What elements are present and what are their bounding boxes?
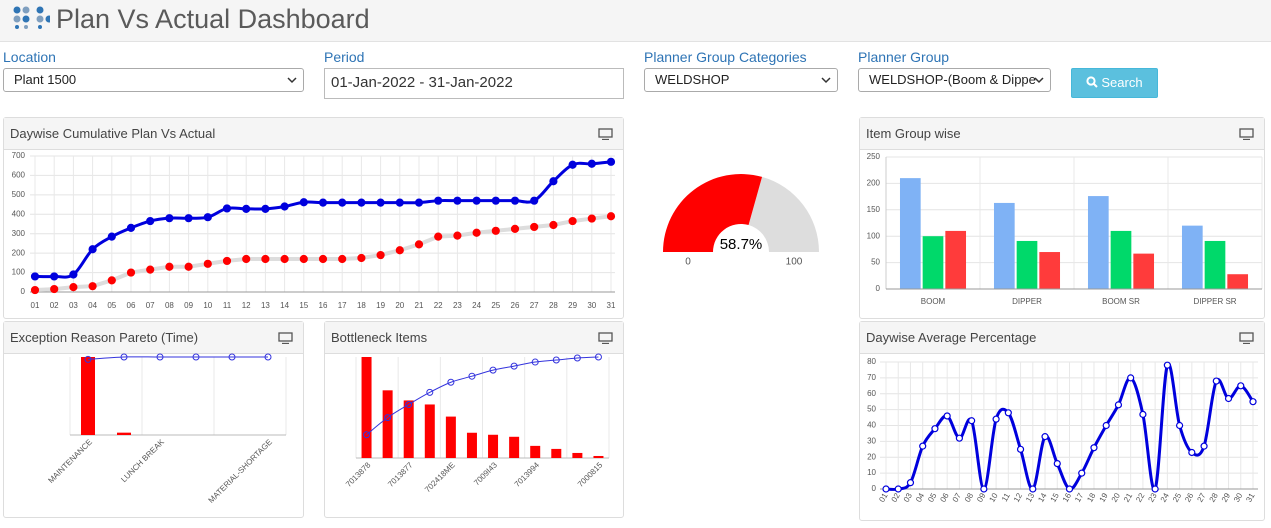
logo [13,6,50,29]
select-value: WELDSHOP [655,72,730,87]
select-value: WELDSHOP-(Boom & Dippe [869,72,1036,87]
panel-header: Exception Reason Pareto (Time) [4,322,303,354]
panel-title: Daywise Cumulative Plan Vs Actual [10,126,216,141]
search-button[interactable]: Search [1071,68,1158,98]
panel-header: Item Group wise [860,118,1264,150]
panel-header: Daywise Cumulative Plan Vs Actual [4,118,623,150]
monitor-icon[interactable] [598,332,613,344]
period-input[interactable]: 01-Jan-2022 - 31-Jan-2022 [324,68,624,99]
chevron [287,77,297,84]
monitor-icon[interactable] [598,128,613,140]
monitor-icon[interactable] [278,332,293,344]
button-label: Search [1101,75,1143,90]
select-value: Plant 1500 [14,72,77,87]
gauge-track [748,176,819,252]
panel: Item Group wise [859,117,1265,319]
chevron [1034,77,1044,84]
header: Plan Vs Actual Dashboard [0,0,1271,42]
panel: Daywise Average Percentage [859,321,1265,521]
filter-label: Planner Group Categories [644,49,807,65]
filter-label: Period [324,49,365,65]
monitor-icon[interactable] [1239,128,1254,140]
page-title: Plan Vs Actual Dashboard [56,4,370,34]
monitor-icon[interactable] [1239,332,1254,344]
panel-title: Daywise Average Percentage [866,330,1037,345]
panel-title: Bottleneck Items [331,330,428,345]
panel-header: Bottleneck Items [325,322,623,354]
gauge-tick-label: 100 [786,257,803,268]
location-select[interactable]: Plant 1500 [3,68,304,92]
filter-label: Planner Group [858,49,950,65]
gauge-label: 58.7% [720,236,763,253]
panel: Daywise Cumulative Plan Vs Actual [3,117,624,319]
category-select[interactable]: WELDSHOP [644,68,838,92]
gauge-tick-label: 0 [685,257,691,268]
filter-label: Location [3,49,56,65]
gauge-value [663,174,763,252]
panel-title: Item Group wise [866,126,961,141]
panel: Exception Reason Pareto (Time) [3,321,304,518]
search-icon [1086,76,1099,88]
panel-title: Exception Reason Pareto (Time) [10,330,199,345]
panel-header: Daywise Average Percentage [860,322,1264,354]
group-select[interactable]: WELDSHOP-(Boom & Dippe [858,68,1051,92]
chevron [821,77,831,84]
panel: Bottleneck Items [324,321,624,518]
